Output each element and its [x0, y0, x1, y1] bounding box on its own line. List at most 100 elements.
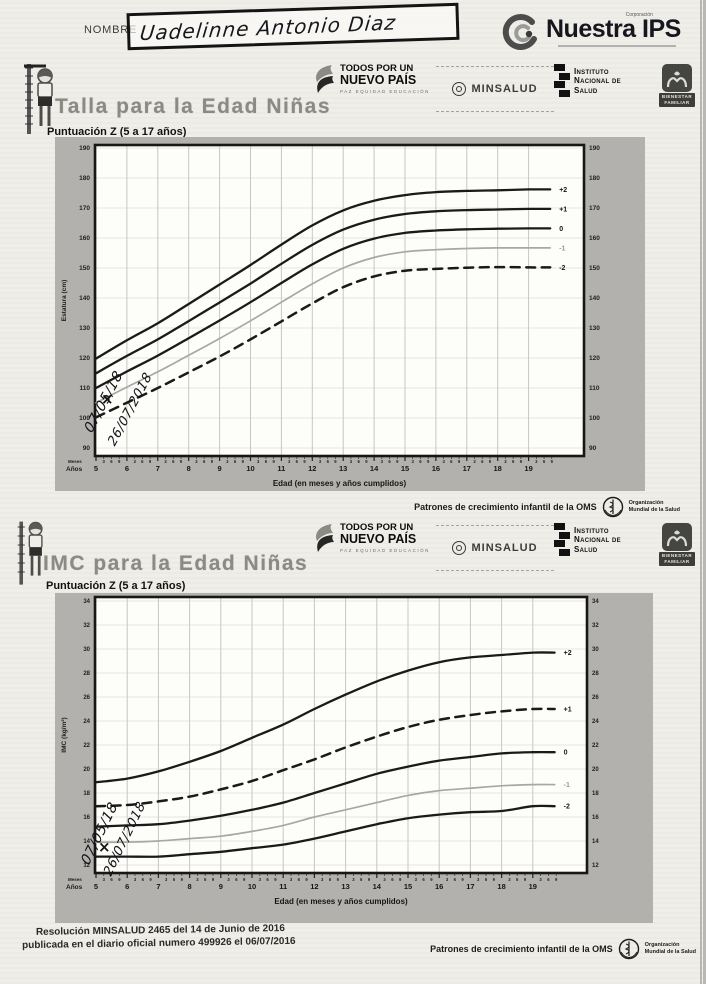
svg-text:110: 110	[589, 385, 600, 392]
svg-text:9: 9	[303, 459, 306, 464]
svg-text:Meses: Meses	[68, 459, 82, 464]
chart2-institution-logos: TODOS POR UN NUEVO PAÍS PAZ EQUIDAD EDUC…	[312, 521, 702, 571]
bienestar-familiar-logo-2: BIENESTAR FAMILIAR	[654, 523, 700, 566]
svg-text:19: 19	[524, 464, 532, 473]
svg-text:22: 22	[592, 743, 599, 749]
svg-text:32: 32	[592, 623, 599, 629]
icbf2-line2: FAMILIAR	[664, 558, 690, 564]
svg-text:10: 10	[248, 882, 256, 891]
svg-text:6: 6	[125, 882, 129, 891]
svg-text:13: 13	[341, 882, 349, 891]
svg-text:6: 6	[481, 459, 484, 464]
svg-text:5: 5	[94, 882, 98, 891]
svg-text:3: 3	[350, 459, 353, 464]
svg-text:9: 9	[493, 877, 496, 882]
svg-text:3: 3	[103, 459, 106, 464]
svg-text:8: 8	[187, 464, 191, 473]
svg-text:3: 3	[288, 459, 291, 464]
svg-text:6: 6	[125, 464, 129, 473]
svg-text:9: 9	[458, 459, 461, 464]
svg-text:16: 16	[592, 815, 599, 821]
svg-text:Meses: Meses	[68, 877, 82, 882]
who-emblem-icon	[602, 496, 623, 518]
svg-text:10: 10	[246, 464, 254, 473]
svg-text:28: 28	[83, 671, 90, 677]
bienestar-familiar-logo: BIENESTAR FAMILIAR	[654, 64, 700, 107]
who-org-line1: Organización	[628, 500, 664, 507]
svg-text:170: 170	[79, 205, 90, 212]
svg-text:-2: -2	[559, 265, 565, 272]
svg-text:180: 180	[79, 175, 90, 182]
stadiometer-child-icon	[20, 60, 62, 145]
svg-text:6: 6	[110, 877, 113, 882]
svg-text:Edad (en meses y años cumplido: Edad (en meses y años cumplidos)	[274, 897, 408, 906]
svg-text:12: 12	[592, 863, 599, 869]
brand-tagline-line	[558, 45, 676, 47]
ins-line1: Instituto	[574, 67, 609, 77]
svg-text:18: 18	[497, 882, 505, 891]
who-footer-chart1: Patrones de crecimiento infantil de la O…	[380, 496, 680, 518]
minsalud-seal-icon	[452, 82, 467, 96]
todos-por-un-nuevo-pais-logo: TODOS POR UN NUEVO PAÍS PAZ EQUIDAD EDUC…	[312, 62, 436, 96]
svg-text:14: 14	[373, 882, 382, 891]
name-field-box: Uadelinne Antonio Diaz	[126, 2, 460, 51]
svg-text:100: 100	[79, 415, 90, 422]
svg-text:9: 9	[149, 459, 152, 464]
svg-text:9: 9	[334, 459, 337, 464]
svg-text:9: 9	[181, 877, 184, 882]
svg-text:150: 150	[79, 265, 90, 272]
svg-text:9: 9	[219, 882, 223, 891]
svg-text:3: 3	[227, 877, 230, 882]
handwritten-x-mark-2: ×	[98, 838, 111, 856]
who-footer-chart2: Patrones de crecimiento infantil de la O…	[396, 938, 696, 960]
svg-text:6: 6	[329, 877, 332, 882]
svg-text:16: 16	[83, 815, 90, 821]
resolution-footnote: Resolución MINSALUD 2465 del 14 de Junio…	[22, 922, 296, 952]
svg-text:6: 6	[298, 877, 301, 882]
handwritten-x-mark: ×	[101, 390, 114, 408]
svg-text:3: 3	[226, 459, 229, 464]
svg-text:6: 6	[235, 877, 238, 882]
svg-text:16: 16	[435, 882, 443, 891]
svg-text:17: 17	[466, 882, 474, 891]
svg-text:6: 6	[141, 459, 144, 464]
icbf-line1: BIENESTAR	[661, 94, 693, 99]
svg-text:6: 6	[110, 459, 113, 464]
ins-line3: Salud	[574, 85, 598, 95]
svg-text:14: 14	[83, 839, 90, 845]
svg-text:18: 18	[83, 791, 90, 797]
svg-text:9: 9	[427, 459, 430, 464]
svg-text:3: 3	[257, 459, 260, 464]
who-org-line2: Mundial de la Salud	[628, 507, 680, 513]
svg-text:3: 3	[381, 459, 384, 464]
instituto-nacional-salud-logo: Instituto Nacional de Salud	[554, 64, 654, 98]
svg-text:3: 3	[259, 877, 262, 882]
who-emblem-icon-2	[618, 938, 639, 960]
svg-text:9: 9	[524, 877, 527, 882]
svg-text:3: 3	[477, 877, 480, 882]
svg-text:190: 190	[589, 145, 600, 152]
handwritten-patient-name: Uadelinne Antonio Diaz	[138, 9, 398, 45]
icbf-hands-bird-icon	[662, 64, 692, 92]
svg-text:100: 100	[589, 415, 600, 422]
svg-text:20: 20	[592, 767, 599, 773]
ins-s-blocks-icon-2	[554, 523, 570, 557]
svg-text:6: 6	[234, 459, 237, 464]
svg-text:24: 24	[592, 719, 599, 725]
svg-text:Edad (en meses y años cumplido: Edad (en meses y años cumplidos)	[273, 479, 407, 488]
svg-text:30: 30	[83, 647, 90, 653]
svg-text:9: 9	[399, 877, 402, 882]
svg-text:17: 17	[463, 464, 471, 473]
svg-text:130: 130	[79, 325, 90, 332]
svg-text:6: 6	[172, 459, 175, 464]
svg-text:9: 9	[368, 877, 371, 882]
svg-text:9: 9	[396, 459, 399, 464]
svg-text:34: 34	[83, 599, 90, 605]
chart1-title: Talla para la Edad Niñas	[55, 95, 332, 118]
svg-text:3: 3	[321, 877, 324, 882]
svg-text:+2: +2	[559, 187, 567, 194]
svg-text:12: 12	[308, 464, 316, 473]
nuestra-ips-logo: Corporación Nuestra IPS	[498, 12, 681, 54]
pais-line2: NUEVO PAÍS	[340, 72, 417, 87]
